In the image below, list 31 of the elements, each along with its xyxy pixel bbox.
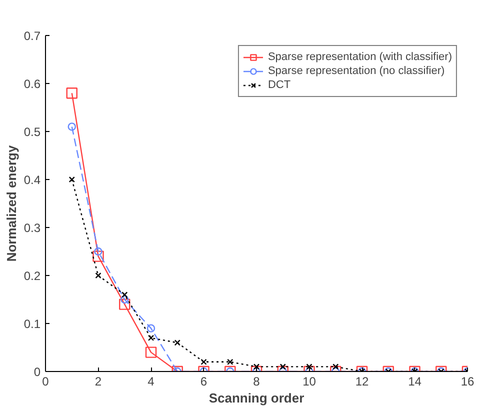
point [94,247,102,256]
x-tick-label: 10 [302,374,316,388]
y-tick-label: 0.1 [24,317,41,331]
y-tick-label: 0.5 [24,125,41,139]
y-tick-label: 0.4 [24,173,41,187]
y-tick-label: 0 [34,365,41,379]
y-tick-label: 0.3 [24,221,41,235]
y-tick-label: 0.7 [24,29,41,43]
point [119,298,130,310]
point [95,272,102,279]
x-tick-label: 2 [94,374,102,388]
x-axis-title: Scanning order [208,390,304,406]
legend-label: Sparse representation (no classifier) [268,64,445,78]
x-tick-label: 16 [460,374,474,388]
x-tick-label: 0 [42,374,50,388]
x-tick-label: 4 [148,374,155,388]
legend-label: DCT [268,78,291,92]
x-tick-label: 8 [253,374,260,388]
point [66,88,78,99]
point [68,122,76,131]
y-tick-label: 0.6 [24,77,41,91]
y-tick-label: 0.2 [24,269,41,283]
x-tick-label: 14 [408,374,422,388]
point [68,176,75,183]
x-tick-label: 6 [200,374,208,388]
point [122,292,128,298]
point [120,295,129,304]
x-tick-label: 12 [355,374,369,388]
legend-label: Sparse representation (with classifier) [268,50,452,64]
y-axis-title: Normalized energy [4,144,19,262]
point [92,250,104,262]
